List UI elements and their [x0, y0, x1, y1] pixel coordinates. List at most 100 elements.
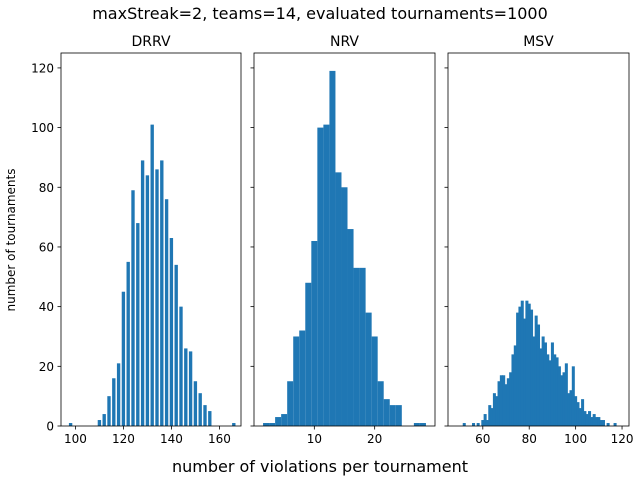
nrv-bar [323, 124, 330, 427]
drrv-bar [145, 175, 150, 426]
msv-bar [488, 405, 492, 426]
msv-bar [481, 420, 485, 426]
msv-bar [539, 348, 543, 426]
msv-bar [541, 336, 545, 426]
drrv-bar [112, 378, 116, 426]
nrv-bar [419, 423, 426, 426]
msv-x-tick-label: 60 [475, 432, 490, 446]
panel-nrv: NRV 10 20 [250, 34, 436, 446]
msv-bar [490, 408, 494, 426]
drrv-bar [184, 348, 188, 426]
msv-bar [495, 396, 499, 426]
nrv-bar [305, 282, 312, 426]
msv-bar [525, 300, 529, 426]
msv-bar [462, 423, 466, 426]
drrv-bar [164, 199, 169, 426]
nrv-bar [395, 405, 402, 426]
msv-bar [592, 414, 596, 426]
drrv-bars [68, 124, 236, 427]
drrv-y-tick-label: 60 [39, 240, 54, 254]
drrv-bar [198, 393, 202, 426]
drrv-bar [208, 411, 212, 426]
drrv-y-tick-label: 80 [39, 181, 54, 195]
msv-bar [497, 381, 501, 426]
drrv-y-tick-label: 0 [46, 420, 54, 434]
msv-bar [548, 360, 552, 426]
msv-bar [532, 336, 536, 426]
drrv-bar [179, 306, 183, 426]
nrv-bar [311, 240, 318, 426]
drrv-bar [160, 160, 164, 427]
msv-bars [462, 300, 617, 426]
drrv-bar [131, 190, 135, 426]
msv-bar [557, 366, 561, 426]
nrv-bar [365, 312, 372, 426]
drrv-x-tick-label: 120 [112, 432, 135, 446]
panel-drrv: DRRV 100 120 140 160 0 20 40 60 80 100 120 [31, 34, 242, 446]
msv-bar [483, 414, 487, 426]
drrv-bar [169, 238, 174, 426]
drrv-bar [97, 420, 102, 426]
msv-bar [595, 417, 599, 426]
drrv-x-tick-label: 140 [160, 432, 183, 446]
nrv-bar [281, 414, 288, 426]
drrv-title: DRRV [131, 34, 170, 50]
shared-y-axis-label: number of tournaments [4, 169, 18, 312]
nrv-bar [359, 267, 366, 426]
msv-bar [569, 390, 573, 426]
msv-title: MSV [523, 34, 554, 50]
msv-bar [523, 318, 527, 426]
nrv-x-tick-label: 10 [307, 432, 322, 446]
msv-bar [472, 423, 476, 426]
drrv-axes-frame [60, 52, 242, 427]
msv-bar [583, 411, 587, 426]
drrv-x-tick-label: 160 [208, 432, 231, 446]
drrv-bar [107, 396, 111, 426]
msv-x-tick-label: 80 [522, 432, 537, 446]
msv-bar [576, 402, 580, 426]
msv-bar [588, 411, 592, 426]
msv-bar [504, 384, 508, 426]
msv-bar [562, 372, 566, 426]
drrv-bar [193, 381, 198, 426]
drrv-bar [116, 363, 121, 426]
msv-bar [571, 366, 575, 426]
drrv-bar [140, 160, 145, 427]
drrv-bar [232, 423, 236, 426]
nrv-bar [353, 267, 360, 426]
nrv-bars [263, 70, 426, 427]
nrv-bar [377, 381, 384, 426]
msv-bar [601, 420, 605, 426]
msv-bar [506, 378, 510, 426]
drrv-y-tick-label: 120 [31, 61, 54, 75]
msv-x-tick-label: 100 [564, 432, 587, 446]
nrv-bar [293, 336, 300, 426]
drrv-bar [174, 264, 178, 426]
panels: DRRV 100 120 140 160 0 20 40 60 80 100 120 NRV 10 20 MS… [31, 34, 633, 446]
nrv-bar [341, 187, 348, 426]
msv-bar [567, 393, 571, 426]
msv-bar [543, 342, 547, 426]
msv-bar [606, 423, 610, 426]
msv-bar [564, 363, 568, 426]
msv-bar [590, 417, 594, 426]
msv-axes-frame [447, 52, 630, 427]
msv-bar [550, 342, 554, 426]
nrv-bar [347, 229, 354, 426]
msv-bar [578, 408, 582, 426]
nrv-bar [329, 70, 336, 427]
drrv-x-tick-label: 100 [64, 432, 87, 446]
msv-bar [527, 303, 531, 426]
drrv-y-tick-label: 100 [31, 121, 54, 135]
msv-bar [485, 420, 489, 426]
msv-bar [597, 417, 601, 426]
msv-bar [613, 423, 617, 426]
nrv-bar [287, 381, 294, 426]
msv-bar [546, 354, 550, 426]
msv-bar [581, 399, 585, 426]
msv-bar [585, 414, 589, 426]
nrv-bar [275, 417, 282, 426]
nrv-bar [269, 423, 276, 426]
nrv-bar [335, 172, 342, 426]
